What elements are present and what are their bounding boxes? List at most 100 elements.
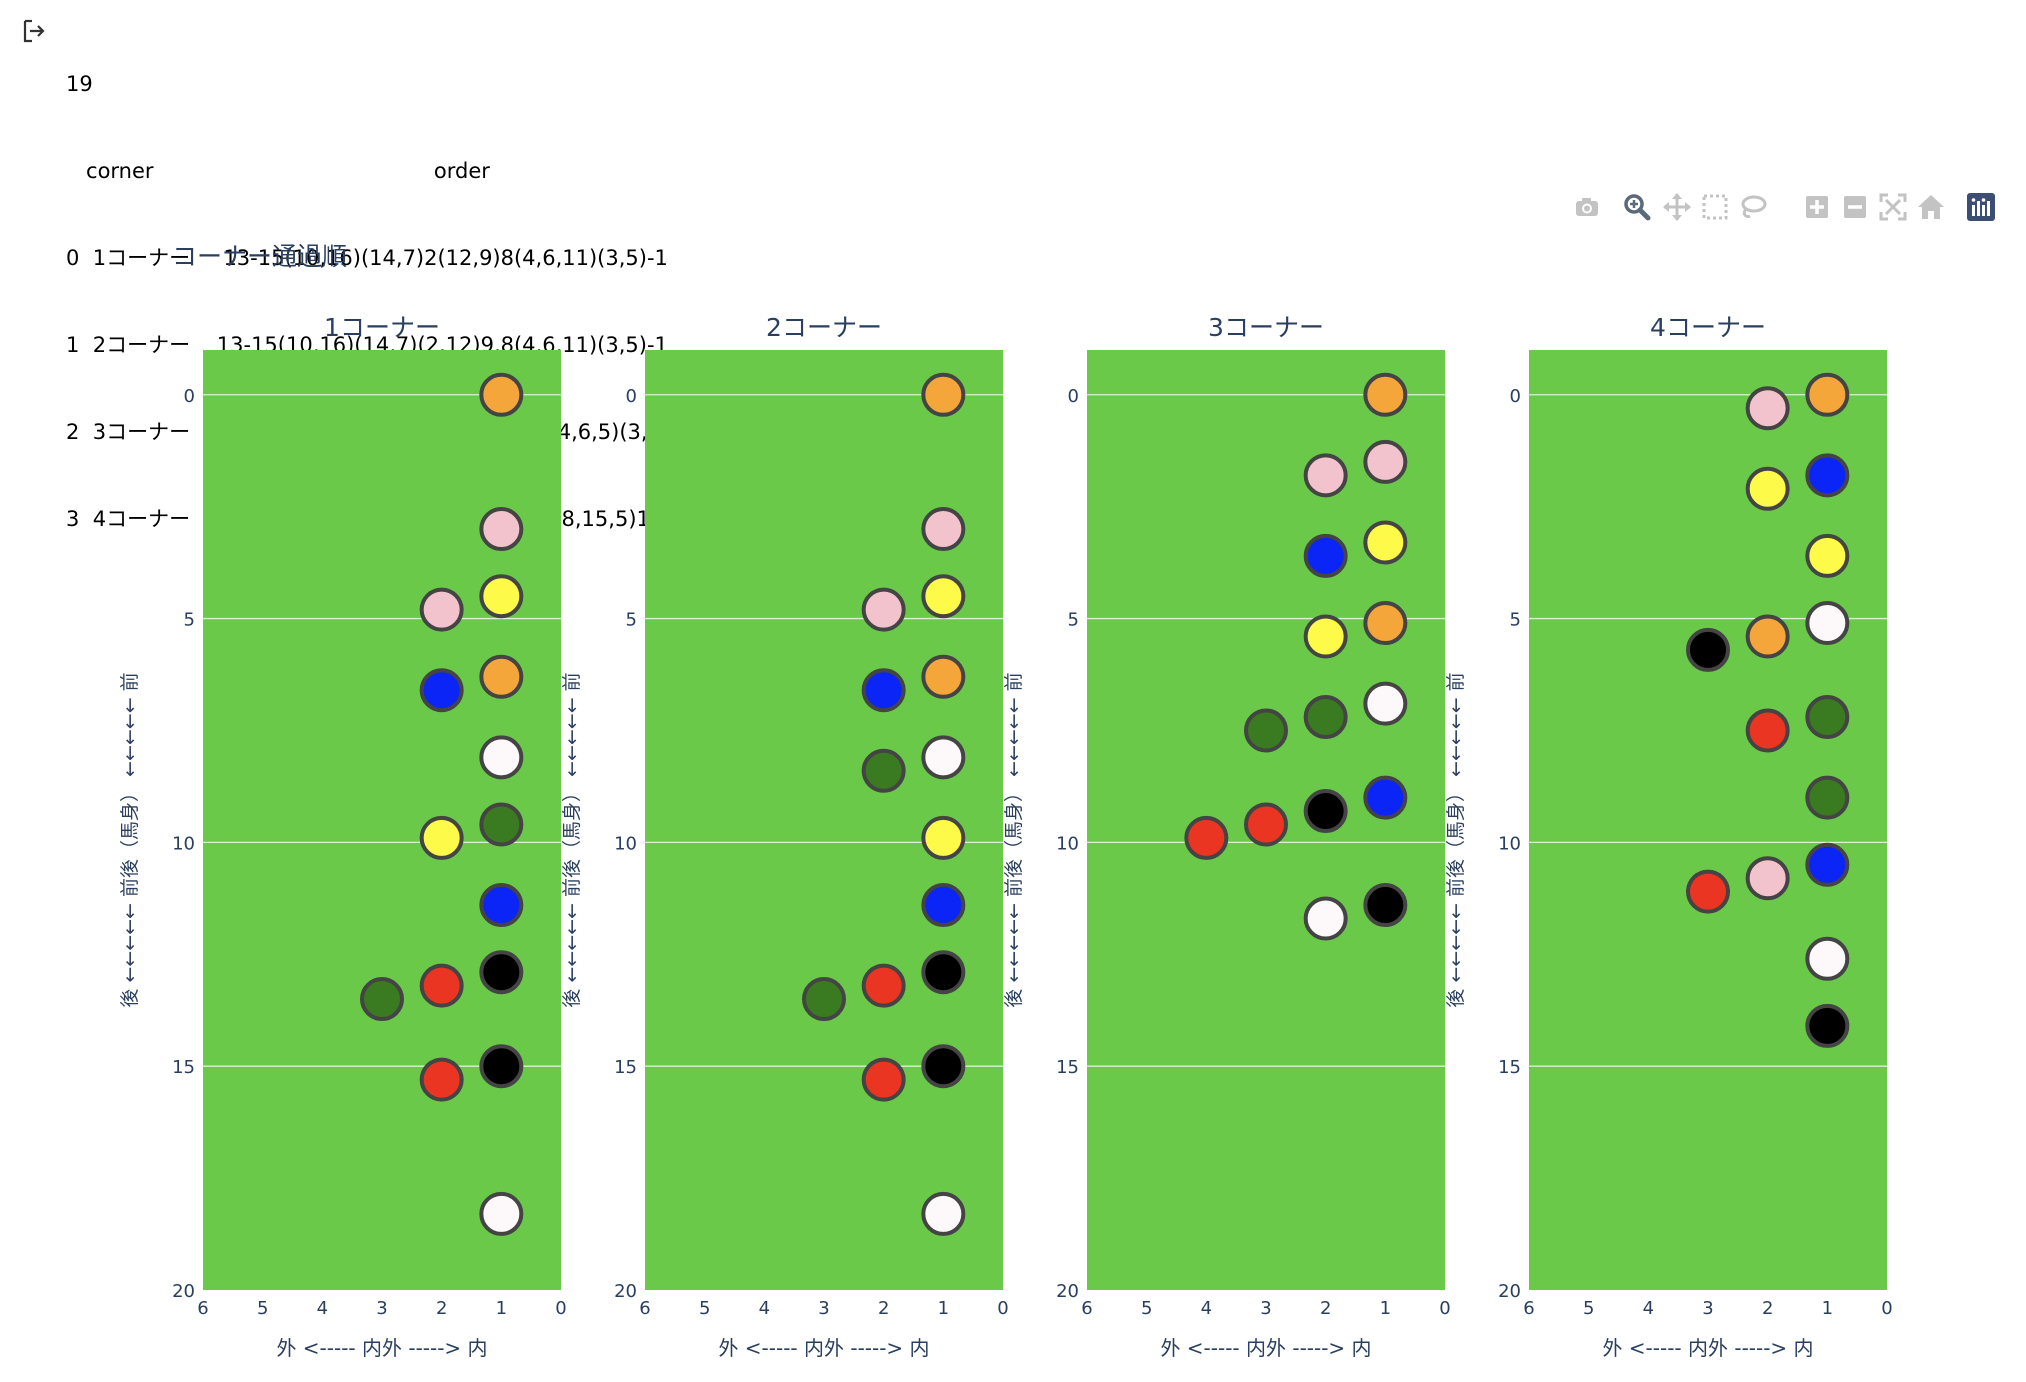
horse-marker[interactable]: [481, 509, 521, 549]
horse-marker[interactable]: [1748, 469, 1788, 509]
horse-marker[interactable]: [1807, 455, 1847, 495]
horse-marker[interactable]: [1807, 778, 1847, 818]
horse-marker[interactable]: [923, 375, 963, 415]
horse-marker[interactable]: [481, 576, 521, 616]
horse-marker[interactable]: [923, 657, 963, 697]
x-tick-label: 0: [997, 1298, 1008, 1319]
x-tick-label: 3: [1260, 1298, 1271, 1319]
y-tick-label: 15: [1056, 1057, 1079, 1078]
y-tick-label: 5: [1068, 610, 1079, 631]
horse-marker[interactable]: [1807, 375, 1847, 415]
x-axis-title: 外 <----- 内外 -----> 内: [276, 1336, 487, 1360]
horse-marker[interactable]: [422, 966, 462, 1006]
x-tick-label: 4: [1201, 1298, 1212, 1319]
horse-marker[interactable]: [804, 979, 844, 1019]
horse-marker[interactable]: [1306, 616, 1346, 656]
x-tick-label: 5: [1583, 1298, 1594, 1319]
horse-marker[interactable]: [481, 885, 521, 925]
horse-marker[interactable]: [481, 1046, 521, 1086]
horse-marker[interactable]: [1807, 1006, 1847, 1046]
x-axis-title: 外 <----- 内外 -----> 内: [1602, 1336, 1813, 1360]
x-tick-label: 5: [699, 1298, 710, 1319]
horse-marker[interactable]: [1365, 522, 1405, 562]
x-tick-label: 3: [818, 1298, 829, 1319]
horse-marker[interactable]: [1306, 455, 1346, 495]
horse-marker[interactable]: [923, 818, 963, 858]
horse-marker[interactable]: [422, 818, 462, 858]
horse-marker[interactable]: [1748, 858, 1788, 898]
horse-marker[interactable]: [1365, 375, 1405, 415]
horse-marker[interactable]: [923, 885, 963, 925]
x-tick-label: 2: [878, 1298, 889, 1319]
horse-marker[interactable]: [362, 979, 402, 1019]
horse-marker[interactable]: [923, 952, 963, 992]
horse-marker[interactable]: [422, 590, 462, 630]
x-tick-label: 4: [759, 1298, 770, 1319]
horse-marker[interactable]: [1365, 885, 1405, 925]
x-tick-label: 5: [1141, 1298, 1152, 1319]
horse-marker[interactable]: [1365, 442, 1405, 482]
x-tick-label: 4: [1643, 1298, 1654, 1319]
x-tick-label: 4: [317, 1298, 328, 1319]
horse-marker[interactable]: [481, 1194, 521, 1234]
subplot-title: 1コーナー: [324, 313, 440, 342]
horse-marker[interactable]: [1306, 697, 1346, 737]
horse-marker[interactable]: [923, 509, 963, 549]
horse-marker[interactable]: [1688, 630, 1728, 670]
horse-marker[interactable]: [1246, 710, 1286, 750]
x-tick-label: 3: [1702, 1298, 1713, 1319]
horse-marker[interactable]: [1807, 603, 1847, 643]
y-tick-label: 5: [184, 610, 195, 631]
horse-marker[interactable]: [923, 1194, 963, 1234]
horse-marker[interactable]: [481, 657, 521, 697]
horse-marker[interactable]: [1365, 603, 1405, 643]
horse-marker[interactable]: [923, 1046, 963, 1086]
horse-marker[interactable]: [1807, 845, 1847, 885]
horse-marker[interactable]: [1807, 939, 1847, 979]
y-tick-label: 20: [1498, 1281, 1521, 1302]
x-tick-label: 6: [197, 1298, 208, 1319]
horse-marker[interactable]: [1688, 872, 1728, 912]
horse-marker[interactable]: [1306, 536, 1346, 576]
x-tick-label: 6: [1081, 1298, 1092, 1319]
horse-marker[interactable]: [1748, 710, 1788, 750]
horse-marker[interactable]: [864, 670, 904, 710]
horse-marker[interactable]: [1365, 778, 1405, 818]
horse-marker[interactable]: [1365, 684, 1405, 724]
x-tick-label: 2: [436, 1298, 447, 1319]
horse-marker[interactable]: [481, 952, 521, 992]
y-axis-title: 後 ←←←←← 前後（馬身） ←←←←← 前: [1003, 672, 1025, 1007]
y-tick-label: 5: [1510, 610, 1521, 631]
horse-marker[interactable]: [481, 737, 521, 777]
horse-marker[interactable]: [481, 804, 521, 844]
horse-marker[interactable]: [1807, 697, 1847, 737]
horse-marker[interactable]: [864, 1060, 904, 1100]
horse-marker[interactable]: [864, 966, 904, 1006]
y-tick-label: 20: [1056, 1281, 1079, 1302]
chart-title: コーナー通過順: [172, 242, 347, 271]
horse-marker[interactable]: [864, 590, 904, 630]
horse-marker[interactable]: [1748, 388, 1788, 428]
x-tick-label: 0: [555, 1298, 566, 1319]
y-tick-label: 10: [172, 833, 195, 854]
x-tick-label: 2: [1762, 1298, 1773, 1319]
horse-marker[interactable]: [481, 375, 521, 415]
x-tick-label: 6: [639, 1298, 650, 1319]
horse-marker[interactable]: [1246, 804, 1286, 844]
horse-marker[interactable]: [864, 751, 904, 791]
y-tick-label: 20: [172, 1281, 195, 1302]
horse-marker[interactable]: [1807, 536, 1847, 576]
horse-marker[interactable]: [1306, 791, 1346, 831]
horse-marker[interactable]: [1186, 818, 1226, 858]
horse-marker[interactable]: [923, 737, 963, 777]
horse-marker[interactable]: [422, 1060, 462, 1100]
horse-marker[interactable]: [923, 576, 963, 616]
horse-marker[interactable]: [422, 670, 462, 710]
y-tick-label: 0: [184, 386, 195, 407]
x-tick-label: 1: [1822, 1298, 1833, 1319]
x-tick-label: 2: [1320, 1298, 1331, 1319]
horse-marker[interactable]: [1306, 898, 1346, 938]
horse-marker[interactable]: [1748, 616, 1788, 656]
